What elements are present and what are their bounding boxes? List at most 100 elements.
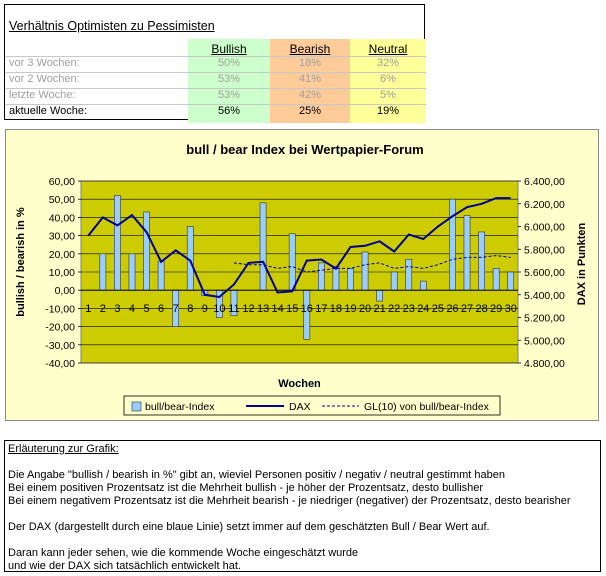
x-tick-label: 21 <box>373 303 385 315</box>
x-tick-label: 22 <box>388 303 400 315</box>
bar <box>317 262 325 291</box>
row-neutral: 32% <box>376 57 400 69</box>
legend-label-bars: bull/bear-Index <box>145 401 215 413</box>
explanation-line: und wie der DAX sich tatsächlich entwick… <box>8 560 241 572</box>
bar <box>492 268 500 291</box>
y2-tick-label: 5.000,00 <box>524 335 565 347</box>
x-tick-label: 7 <box>173 303 179 315</box>
bar <box>449 198 456 291</box>
y-tick-label: -40,00 <box>45 358 75 370</box>
bar <box>114 195 121 291</box>
legend-label-dax: DAX <box>289 401 311 413</box>
x-tick-label: 13 <box>257 303 269 315</box>
x-tick-label: 12 <box>242 303 254 315</box>
bull-bear-chart: bull / bear Index bei Wertpapier-Forum60… <box>15 142 588 416</box>
x-tick-label: 29 <box>490 303 502 315</box>
y-tick-label: 10,00 <box>49 267 75 279</box>
y2-tick-label: 6.200,00 <box>524 199 565 211</box>
bar <box>128 253 136 291</box>
row-separator <box>5 104 426 105</box>
bar <box>463 215 471 291</box>
x-tick-label: 1 <box>85 303 91 315</box>
y-tick-label: 50,00 <box>49 194 75 206</box>
y-tick-label: -10,00 <box>45 303 75 315</box>
dax-line <box>87 197 511 299</box>
explanation-line: Daran kann jeder sehen, wie die kommende… <box>8 547 359 559</box>
x-tick-label: 3 <box>114 303 120 315</box>
row-bearish-current: 25% <box>298 105 322 117</box>
row-bearish: 41% <box>298 73 322 85</box>
bar <box>405 258 413 291</box>
explanation-line: Der DAX (dargestellt durch eine blaue Li… <box>8 521 490 533</box>
y2-tick-label: 6.000,00 <box>524 222 565 234</box>
row-bullish-current: 56% <box>217 105 241 117</box>
bar <box>390 271 398 291</box>
row-bearish: 18% <box>298 57 322 69</box>
x-tick-label: 26 <box>446 303 458 315</box>
x-tick-label: 11 <box>228 303 239 315</box>
row-separator <box>5 88 426 89</box>
y2-tick-label: 5.800,00 <box>524 244 565 256</box>
x-tick-label: 6 <box>158 303 164 315</box>
bar <box>157 260 165 291</box>
explanation-box: Erläuterung zur Grafik: Die Angabe "bull… <box>4 440 601 572</box>
legend-box <box>123 395 501 416</box>
row-bullish: 50% <box>217 57 241 69</box>
bar <box>259 202 267 291</box>
x-tick-label: 14 <box>272 303 284 315</box>
y-tick-label: 30,00 <box>49 231 75 243</box>
gl10-line <box>233 255 511 273</box>
y-tick-label: 40,00 <box>49 212 75 224</box>
x-tick-label: 9 <box>202 303 208 315</box>
bullish-header: Bullish <box>211 42 247 56</box>
x-tick-label: 20 <box>359 303 371 315</box>
row-neutral: 6% <box>380 73 396 85</box>
explanation-line: Die Angabe "bullish / bearish in %" gibt… <box>8 469 505 481</box>
x-tick-label: 24 <box>417 303 429 315</box>
x-tick-label: 4 <box>129 303 135 315</box>
bar <box>143 211 150 291</box>
row-label-current: aktuelle Woche: <box>9 105 88 117</box>
y-tick-label: 60,00 <box>49 176 75 188</box>
bar <box>361 251 369 291</box>
y2-tick-label: 5.200,00 <box>524 313 565 325</box>
x-tick-label: 15 <box>286 303 298 315</box>
x-tick-label: 25 <box>432 303 444 315</box>
x-tick-label: 27 <box>461 303 473 315</box>
row-label: vor 2 Wochen: <box>9 73 80 85</box>
x-tick-label: 5 <box>143 303 149 315</box>
x-tick-label: 16 <box>301 303 313 315</box>
row-neutral-current: 19% <box>376 105 400 117</box>
bearish-header: Bearish <box>289 42 331 56</box>
bar <box>419 280 427 291</box>
x-tick-label: 17 <box>315 303 327 315</box>
x-tick-label: 10 <box>213 303 225 315</box>
bar <box>347 268 354 291</box>
bar <box>332 266 340 291</box>
row-label: letzte Woche: <box>9 89 76 101</box>
bar <box>99 253 107 291</box>
x-tick-label: 23 <box>403 303 415 315</box>
row-separator <box>5 72 426 73</box>
y-axis-label: bullish / bearish in % <box>15 207 27 317</box>
neutral-header: Neutral <box>368 42 408 56</box>
legend-label-gl10: GL(10) von bull/bear-Index <box>364 401 490 413</box>
neutral-column-bg <box>350 39 426 123</box>
row-bullish: 53% <box>217 73 241 85</box>
explanation-line: Bei einem positiven Prozentsatz ist die … <box>8 482 484 494</box>
y-tick-label: -20,00 <box>45 322 75 334</box>
y-tick-label: 0,00 <box>55 285 76 297</box>
row-bearish: 42% <box>298 89 322 101</box>
y2-tick-label: 5.600,00 <box>524 267 565 279</box>
bearish-column-bg <box>270 39 350 123</box>
y2-tick-label: 5.400,00 <box>524 290 565 302</box>
y-tick-label: -30,00 <box>45 340 75 352</box>
ratio-table-title: Verhältnis Optimisten zu Pessimisten <box>9 19 215 33</box>
chart-area: bull / bear Index bei Wertpapier-Forum 60… <box>5 129 599 421</box>
bar <box>376 289 383 302</box>
y2-tick-label: 6.400,00 <box>524 176 565 188</box>
ratio-table: Verhältnis Optimisten zu Pessimisten Bul… <box>4 4 426 123</box>
x-tick-label: 30 <box>505 303 517 315</box>
row-separator <box>5 56 426 57</box>
y2-axis-label: DAX in Punkten <box>576 222 588 305</box>
